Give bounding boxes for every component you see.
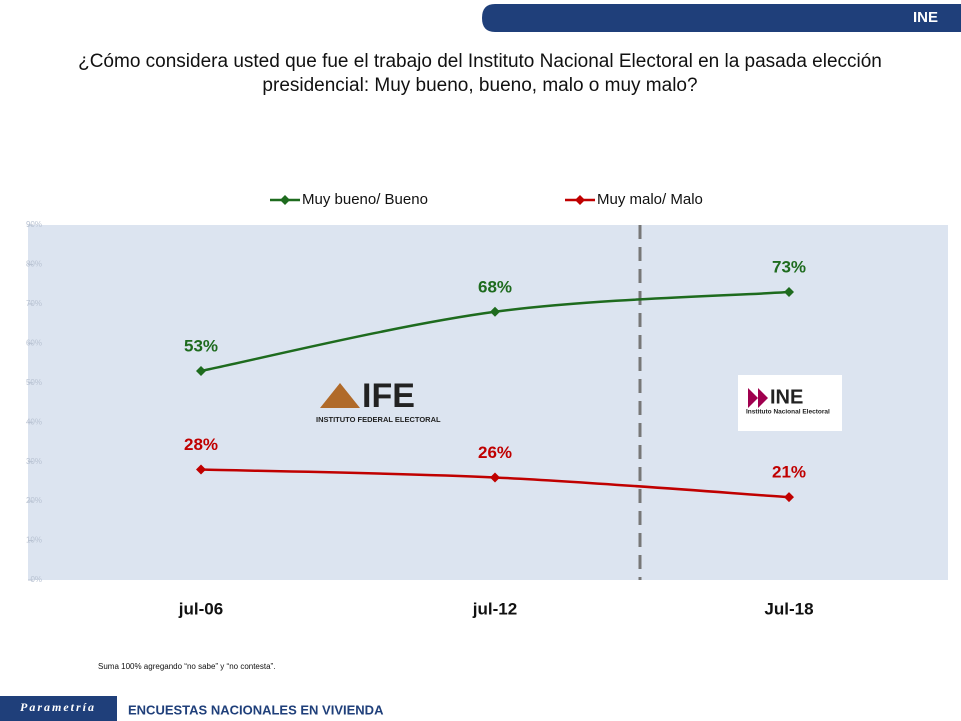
- x-tick-label: jul-06: [178, 599, 223, 618]
- data-label: 68%: [478, 277, 512, 296]
- legend-label: Muy malo/ Malo: [597, 191, 703, 208]
- data-label: 21%: [772, 463, 806, 482]
- y-tick-label: 30%: [26, 457, 42, 466]
- header-tag: INE: [913, 9, 938, 26]
- y-tick-label: 60%: [26, 338, 42, 347]
- x-tick-label: Jul-18: [764, 599, 813, 618]
- ife-subtitle: INSTITUTO FEDERAL ELECTORAL: [316, 415, 441, 424]
- data-point: [490, 306, 500, 317]
- y-tick-label: 70%: [26, 299, 42, 308]
- legend-marker: [280, 195, 290, 205]
- data-point: [490, 472, 500, 483]
- y-tick-label: 20%: [26, 496, 42, 505]
- footer-brand-box: [0, 696, 117, 721]
- y-tick-label: 80%: [26, 260, 42, 269]
- footer-text: ENCUESTAS NACIONALES EN VIVIENDA: [128, 702, 384, 717]
- y-tick-label: 50%: [26, 378, 42, 387]
- y-tick-label: 90%: [26, 220, 42, 229]
- data-point: [196, 464, 206, 475]
- x-tick-label: jul-12: [472, 599, 517, 618]
- y-tick-label: 10%: [26, 536, 42, 545]
- data-label: 73%: [772, 258, 806, 277]
- ine-logo: INE Instituto Nacional Electoral: [738, 375, 842, 431]
- y-tick-label: 40%: [26, 417, 42, 426]
- data-label: 28%: [184, 435, 218, 454]
- header-bar: [482, 4, 961, 32]
- data-point: [784, 287, 794, 298]
- data-point: [784, 492, 794, 503]
- footnote: Suma 100% agregando “no sabe” y “no cont…: [98, 662, 275, 671]
- chart-title: ¿Cómo considera usted que fue el trabajo…: [78, 51, 882, 96]
- ife-logo: IFE INSTITUTO FEDERAL ELECTORAL: [316, 377, 441, 424]
- y-tick-label: 0%: [30, 575, 42, 584]
- ine-name: INE: [770, 386, 803, 408]
- ine-subtitle: Instituto Nacional Electoral: [746, 409, 830, 416]
- data-point: [196, 365, 206, 376]
- data-label: 26%: [478, 443, 512, 462]
- footer-brand: Parametría: [20, 700, 96, 714]
- data-label: 53%: [184, 336, 218, 355]
- ife-name: IFE: [362, 377, 415, 415]
- legend-label: Muy bueno/ Bueno: [302, 191, 428, 208]
- legend-marker: [575, 195, 585, 205]
